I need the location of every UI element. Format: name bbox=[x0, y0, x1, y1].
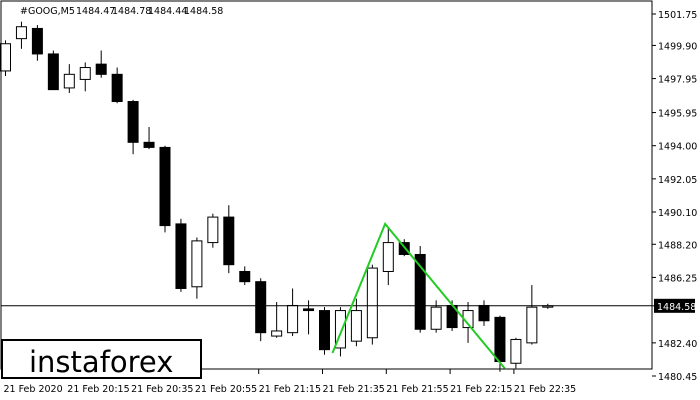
candle-body-bull bbox=[0, 43, 11, 72]
current-price-tag bbox=[654, 298, 695, 313]
ohlc-open: 1484.47 bbox=[76, 6, 115, 17]
y-tick-label: 1495.95 bbox=[658, 109, 697, 120]
candle bbox=[319, 307, 330, 355]
candle bbox=[15, 21, 27, 49]
y-tick-label: 1482.40 bbox=[658, 339, 697, 350]
plot-frame bbox=[0, 0, 653, 370]
current-price-label: 1484.58 bbox=[657, 302, 696, 313]
candle-body-bear bbox=[95, 63, 107, 75]
candle bbox=[143, 127, 155, 150]
y-tick-label: 1501.75 bbox=[658, 10, 697, 21]
candle-body-bull bbox=[366, 267, 378, 339]
y-tick-label: 1499.90 bbox=[658, 41, 697, 52]
logo-text: instaforex bbox=[29, 345, 173, 379]
candle-body-bull bbox=[207, 216, 219, 244]
candle-body-bull bbox=[350, 310, 362, 342]
candle-body-bear bbox=[111, 73, 123, 103]
candle bbox=[382, 227, 394, 286]
candle-body-bull bbox=[79, 67, 91, 80]
candle-body-bear bbox=[414, 253, 426, 330]
ohlc-high: 1484.78 bbox=[112, 6, 151, 17]
x-tick-label: 21 Feb 2020 bbox=[4, 384, 63, 395]
candle-body-bear bbox=[255, 281, 267, 334]
candle bbox=[175, 218, 187, 292]
y-tick-label: 1497.95 bbox=[658, 75, 697, 86]
candle-body-bear bbox=[223, 216, 235, 266]
candle bbox=[79, 62, 91, 92]
candle bbox=[95, 50, 107, 78]
candle bbox=[159, 145, 171, 233]
candle-body-bull bbox=[287, 304, 299, 334]
y-axis: 1501.75 1499.90 1497.95 1495.95 1494.00 1492.… bbox=[652, 10, 697, 383]
candle bbox=[510, 337, 522, 369]
candle bbox=[111, 67, 123, 104]
candle bbox=[239, 266, 251, 286]
candle-body-bull bbox=[334, 310, 346, 349]
ohlc-close: 1484.58 bbox=[184, 6, 223, 17]
candle bbox=[255, 278, 267, 342]
logo: instaforex bbox=[1, 339, 202, 379]
candle-body-bull bbox=[430, 306, 442, 330]
candle bbox=[0, 40, 11, 77]
x-tick-label: 21 Feb 21:55 bbox=[386, 384, 448, 395]
candle-body-bull bbox=[191, 240, 203, 288]
pattern-layer bbox=[331, 221, 506, 369]
candle-body-bull bbox=[271, 330, 283, 337]
y-tick-label: 1494.00 bbox=[658, 142, 697, 153]
candle-body-bear bbox=[494, 316, 506, 363]
logo-box bbox=[1, 339, 202, 379]
candle bbox=[223, 205, 235, 274]
x-tick-label: 21 Feb 22:15 bbox=[450, 384, 512, 395]
ohlc-low: 1484.44 bbox=[148, 6, 187, 17]
candle-body-bear bbox=[319, 310, 330, 351]
x-tick-label: 21 Feb 21:15 bbox=[259, 384, 321, 395]
y-tick-label: 1490.10 bbox=[658, 208, 697, 219]
candle bbox=[414, 245, 426, 333]
candle-body-bear bbox=[159, 146, 171, 227]
candle bbox=[366, 264, 378, 345]
chart-header: #GOOG,M5 1484.47 1484.78 1484.44 1484.58 bbox=[20, 6, 223, 17]
candle-body-bear bbox=[47, 53, 59, 91]
candle bbox=[191, 237, 203, 299]
candle-body-bear bbox=[127, 101, 139, 143]
y-tick-label: 1480.45 bbox=[658, 372, 697, 383]
candle bbox=[350, 298, 362, 347]
candle-body-bull bbox=[63, 73, 75, 89]
candle-body-bull bbox=[510, 338, 522, 364]
candle-body-bear bbox=[478, 304, 490, 322]
x-tick-label: 21 Feb 20:15 bbox=[67, 384, 129, 395]
candle-body-bull bbox=[15, 26, 27, 40]
candle-body-bear bbox=[303, 308, 315, 312]
x-tick-label: 21 Feb 21:35 bbox=[323, 384, 385, 395]
symbol-label: #GOOG,M5 bbox=[20, 6, 75, 17]
candle-body-bear bbox=[175, 223, 187, 289]
x-tick-label: 21 Feb 20:55 bbox=[195, 384, 257, 395]
candle-body-bear bbox=[239, 270, 251, 283]
candle-body-bear bbox=[31, 27, 43, 55]
candle bbox=[47, 50, 59, 91]
candles-layer bbox=[0, 21, 554, 372]
x-tick-label: 21 Feb 20:35 bbox=[131, 384, 193, 395]
candle bbox=[526, 285, 538, 345]
pattern-line bbox=[331, 221, 506, 369]
candle-body-bull bbox=[526, 306, 538, 344]
x-tick-label: 21 Feb 22:35 bbox=[514, 384, 576, 395]
candle bbox=[271, 302, 283, 338]
candle bbox=[127, 99, 139, 155]
y-tick-label: 1486.25 bbox=[658, 273, 697, 284]
candle-body-bull bbox=[382, 242, 394, 272]
candle bbox=[63, 64, 75, 94]
candle-body-bear bbox=[143, 141, 155, 148]
candle bbox=[207, 213, 219, 248]
candle bbox=[31, 25, 43, 61]
y-tick-label: 1492.05 bbox=[658, 175, 697, 186]
y-tick-label: 1488.20 bbox=[658, 240, 697, 251]
